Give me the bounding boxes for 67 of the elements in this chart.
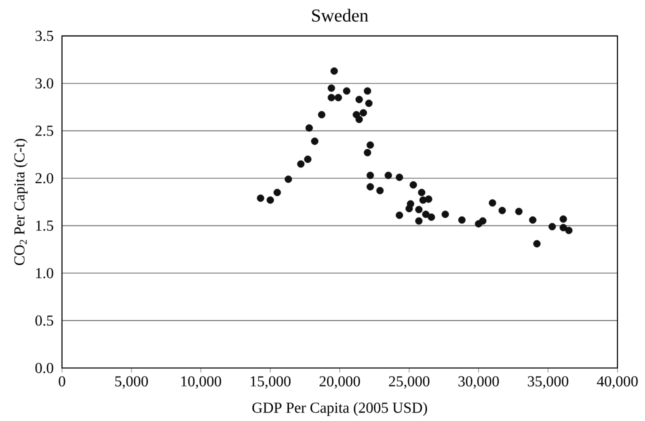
point	[479, 217, 486, 225]
y-tick-label: 1.0	[36, 268, 54, 278]
point	[366, 172, 374, 180]
point	[529, 216, 536, 224]
point	[406, 200, 414, 208]
x-axis-title: GDP Per Capita (2005 USD)	[252, 402, 428, 416]
point	[328, 94, 336, 102]
point	[410, 181, 417, 189]
y-tick-label: 0.5	[35, 315, 54, 326]
point	[560, 224, 567, 232]
point	[415, 206, 423, 214]
point	[360, 109, 368, 116]
point	[376, 186, 384, 194]
point	[266, 196, 274, 204]
x-tick-label: 40,000	[596, 376, 638, 389]
x-tick-label: 30,000	[458, 376, 499, 389]
point	[396, 212, 404, 219]
point	[548, 222, 556, 230]
x-tick-label: 25,000	[388, 376, 430, 389]
x-tick-label: 5,000	[115, 376, 148, 389]
point	[365, 100, 373, 107]
point	[418, 188, 426, 196]
y-tick-label: 3.0	[36, 78, 54, 89]
point	[565, 226, 573, 234]
y-axis-title: CO$_{2}$ Per Capita (C-t)	[14, 138, 28, 266]
x-tick-label: 15,000	[250, 376, 291, 389]
x-tick-label: 20,000	[320, 376, 360, 389]
point	[366, 141, 374, 149]
point	[364, 148, 372, 156]
point	[328, 84, 336, 92]
point	[342, 87, 350, 95]
y-tick-label: 0.0	[35, 362, 54, 374]
x-tick-label: 10,000	[181, 376, 222, 389]
point	[355, 116, 363, 124]
point	[422, 210, 430, 218]
chart-title: Sweden	[312, 8, 368, 22]
point	[256, 194, 264, 202]
point	[355, 96, 363, 104]
point	[488, 199, 496, 207]
point	[396, 174, 404, 181]
point	[330, 67, 338, 75]
x-tick-label: 35,000	[528, 376, 568, 389]
point	[498, 206, 506, 214]
point	[458, 216, 466, 224]
point	[284, 176, 292, 183]
point	[334, 94, 342, 102]
point	[366, 183, 374, 190]
y-tick-label: 1.5	[36, 220, 54, 231]
point	[318, 111, 326, 118]
point	[274, 188, 281, 196]
point	[384, 172, 392, 180]
y-tick-label: 3.5	[36, 30, 54, 42]
point	[424, 195, 432, 203]
point	[364, 87, 372, 95]
point	[304, 156, 312, 163]
point	[560, 215, 567, 223]
point	[311, 138, 318, 145]
x-tick-label: 0	[58, 376, 66, 386]
point	[428, 213, 436, 221]
point	[533, 240, 541, 248]
point	[305, 124, 313, 132]
y-tick-label: 2.5	[35, 126, 54, 136]
y-tick-label: 2.0	[35, 173, 54, 184]
point	[415, 217, 423, 225]
point	[515, 208, 523, 216]
point	[442, 210, 449, 218]
point	[297, 160, 305, 168]
